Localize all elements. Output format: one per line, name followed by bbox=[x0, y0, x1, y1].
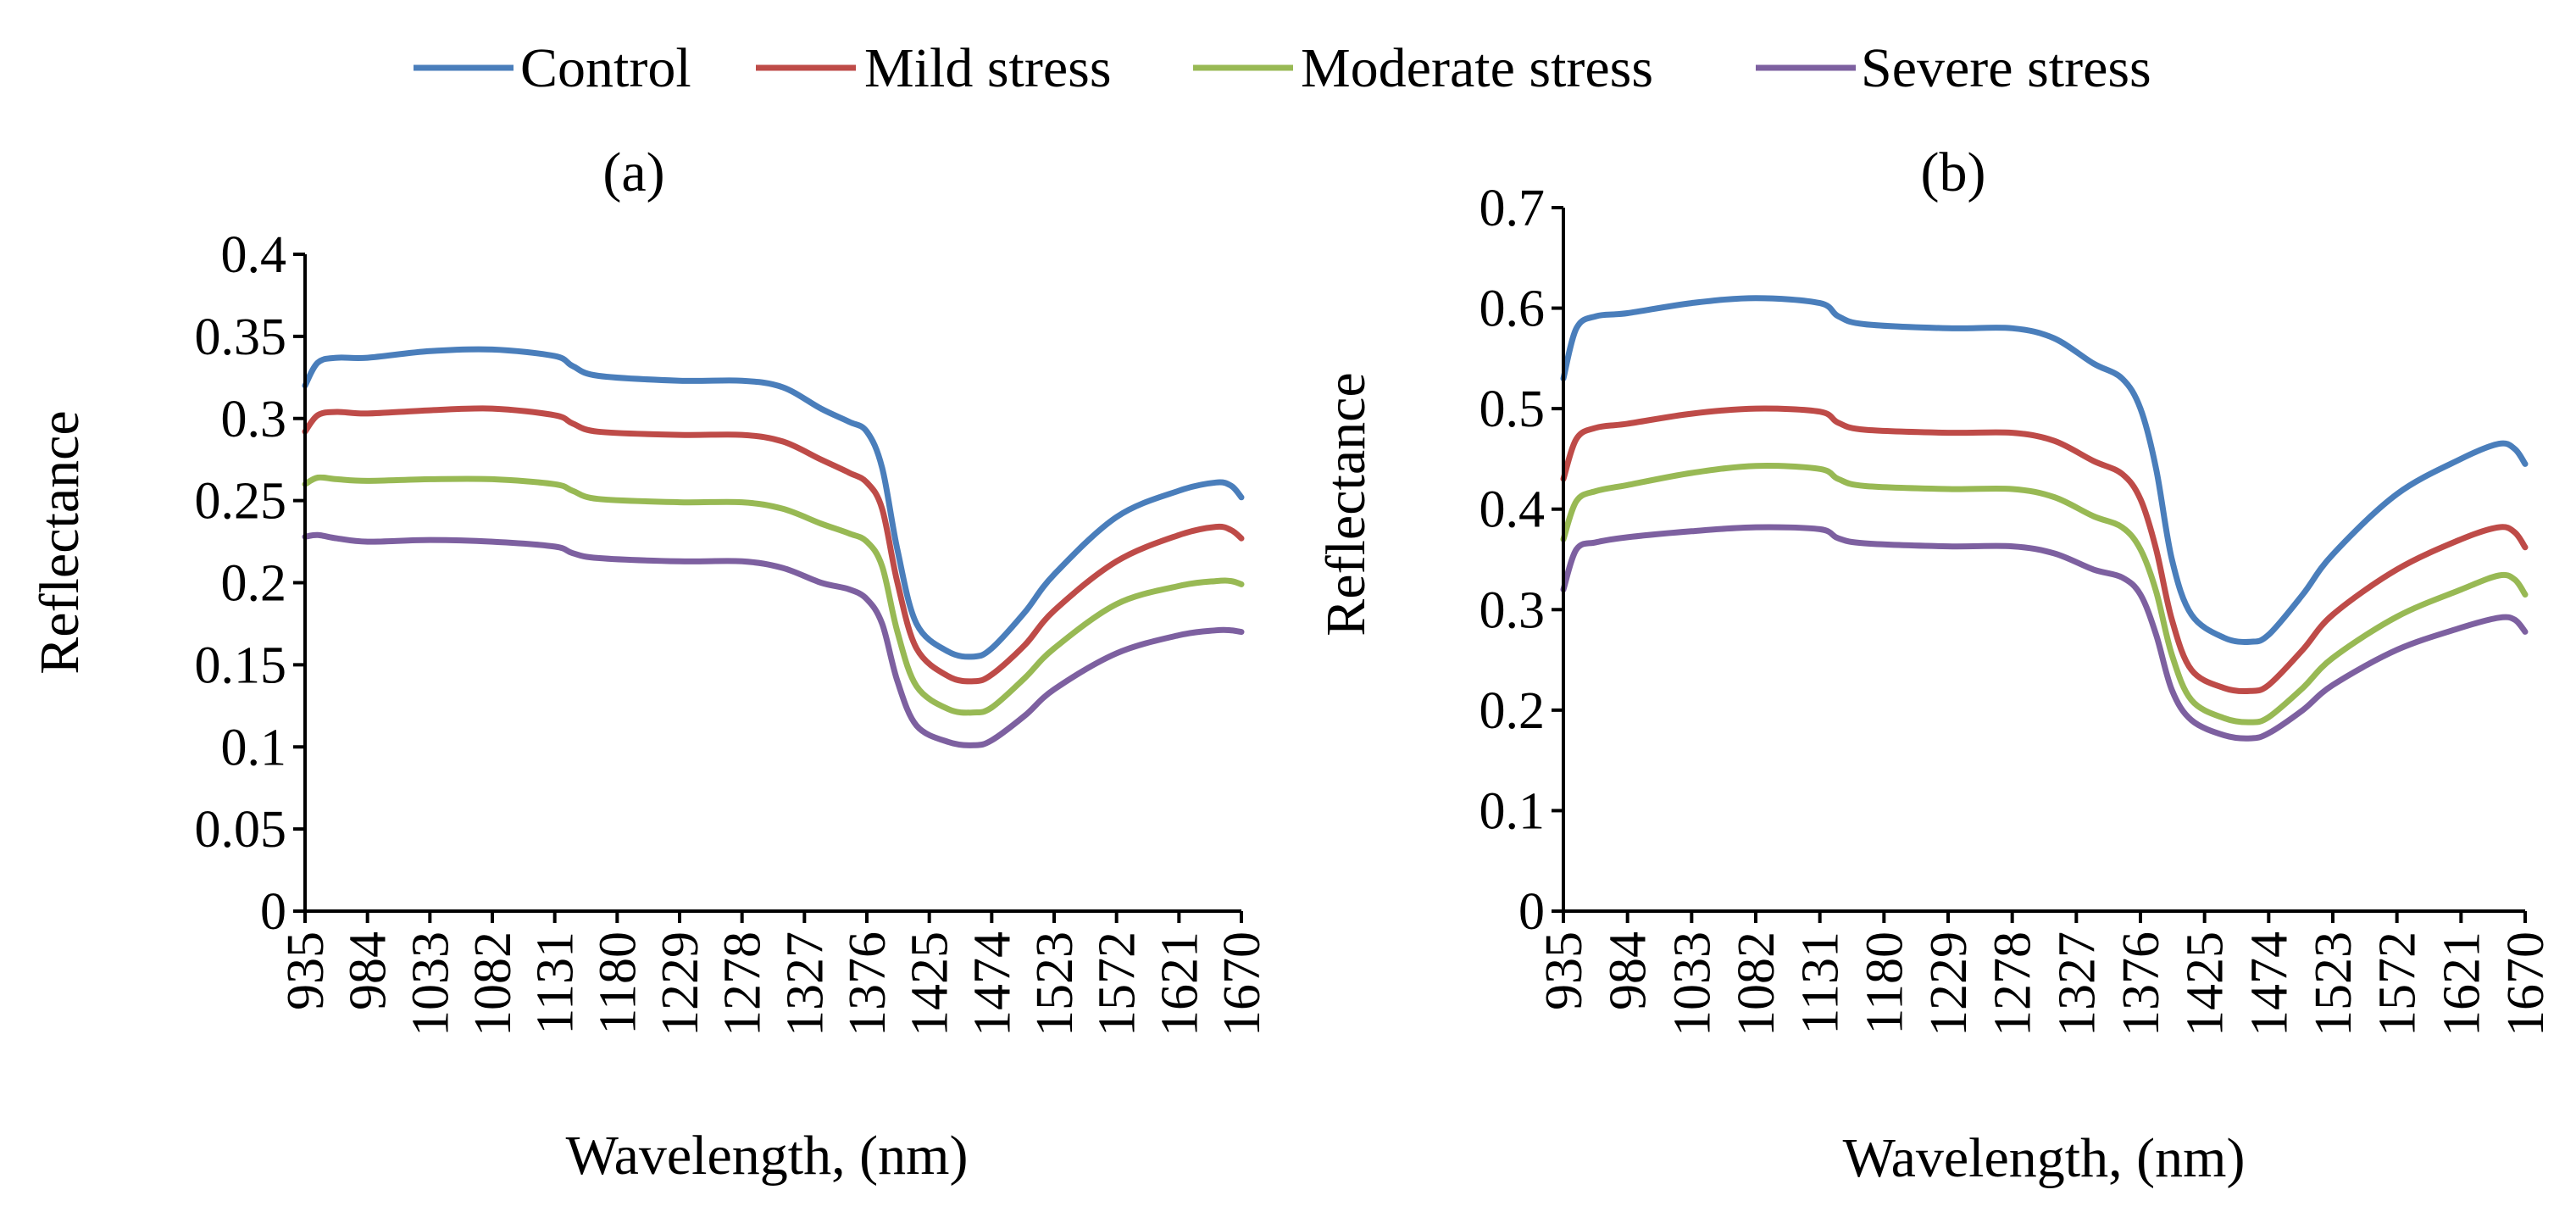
legend-label-mild: Mild stress bbox=[864, 37, 1112, 99]
x-tick-label-b: 1621 bbox=[2433, 931, 2490, 1037]
y-tick-label-b: 0 bbox=[1518, 883, 1545, 941]
x-ticks-a: 935 984 1033 1082 1131 1180 1229 1278 1327 1376 14… bbox=[277, 911, 1271, 1037]
x-tick-label-b: 935 bbox=[1535, 931, 1593, 1010]
x-tick-label-a: 1670 bbox=[1213, 931, 1271, 1037]
x-ticks-b: 935 984 1033 1082 1131 1180 1229 1278 1327 1376 14… bbox=[1535, 911, 2555, 1037]
x-tick-label-a: 1474 bbox=[963, 931, 1021, 1037]
legend-item-control: Control bbox=[414, 37, 691, 99]
y-tick-label-b: 0.5 bbox=[1480, 381, 1546, 438]
x-tick-label-b: 1082 bbox=[1728, 931, 1785, 1037]
y-tick-label-b: 0.4 bbox=[1480, 481, 1546, 539]
x-tick-label-b: 1572 bbox=[2369, 931, 2427, 1037]
legend-item-moderate: Moderate stress bbox=[1193, 37, 1653, 99]
legend-label-moderate: Moderate stress bbox=[1301, 37, 1653, 99]
panel-label-a: (a) bbox=[602, 142, 664, 203]
x-tick-label-a: 1327 bbox=[776, 931, 834, 1037]
y-tick-label-a: 0.15 bbox=[195, 637, 287, 694]
y-tick-label-a: 0.35 bbox=[195, 309, 287, 366]
x-tick-label-b: 1523 bbox=[2305, 931, 2362, 1037]
x-tick-label-a: 1131 bbox=[527, 931, 585, 1035]
x-tick-label-a: 1229 bbox=[652, 931, 709, 1037]
legend-label-severe: Severe stress bbox=[1861, 37, 2151, 99]
x-tick-label-b: 1670 bbox=[2497, 931, 2555, 1037]
x-tick-label-a: 1376 bbox=[839, 931, 897, 1037]
y-tick-label-b: 0.1 bbox=[1480, 782, 1546, 840]
x-tick-label-a: 1033 bbox=[402, 931, 459, 1037]
x-tick-label-b: 984 bbox=[1600, 931, 1657, 1010]
x-tick-label-a: 1572 bbox=[1089, 931, 1146, 1037]
x-tick-label-b: 1278 bbox=[1985, 931, 2042, 1037]
legend: Control Mild stress Moderate stress Seve… bbox=[414, 37, 2151, 99]
x-tick-label-b: 1229 bbox=[1920, 931, 1978, 1037]
series-line-moderate-stress-a bbox=[302, 474, 1245, 716]
y-tick-label-a: 0 bbox=[260, 883, 286, 941]
y-axis-title-a: Reflectance bbox=[29, 410, 91, 674]
series-line-mild-stress-a bbox=[302, 405, 1245, 685]
x-axis-title-b: Wavelength, (nm) bbox=[1843, 1127, 2246, 1189]
x-tick-label-b: 1327 bbox=[2048, 931, 2106, 1037]
x-tick-label-a: 1180 bbox=[589, 931, 647, 1035]
x-tick-label-b: 1180 bbox=[1856, 931, 1913, 1035]
chart-panel-a: (a) Reflectance Wavelength, (nm) 0 0.05 0.… bbox=[29, 142, 1271, 1187]
panel-label-b: (b) bbox=[1921, 142, 1986, 203]
series-line-control-a bbox=[302, 346, 1245, 660]
y-ticks-b: 0 0.1 0.2 0.3 0.4 0.5 0.6 0.7 bbox=[1480, 180, 1563, 941]
y-tick-label-a: 0.4 bbox=[221, 226, 287, 284]
y-tick-label-a: 0.2 bbox=[221, 555, 287, 613]
series-line-mild-stress-b bbox=[1560, 405, 2529, 695]
legend-label-control: Control bbox=[520, 37, 691, 99]
series-group-a bbox=[302, 346, 1245, 748]
y-tick-label-b: 0.3 bbox=[1480, 581, 1546, 639]
x-tick-label-b: 1376 bbox=[2112, 931, 2170, 1037]
y-axis-title-b: Reflectance bbox=[1315, 372, 1377, 636]
series-line-control-b bbox=[1560, 295, 2529, 645]
legend-item-mild: Mild stress bbox=[756, 37, 1112, 99]
y-tick-label-b: 0.2 bbox=[1480, 682, 1546, 740]
y-ticks-a: 0 0.05 0.1 0.15 0.2 0.25 0.3 0.35 0.4 bbox=[195, 226, 305, 941]
x-axis-title-a: Wavelength, (nm) bbox=[566, 1125, 969, 1187]
y-tick-label-a: 0.1 bbox=[221, 719, 287, 776]
y-tick-label-a: 0.05 bbox=[195, 801, 287, 859]
x-tick-label-b: 1425 bbox=[2177, 931, 2235, 1037]
x-tick-label-a: 935 bbox=[277, 931, 335, 1010]
series-line-moderate-stress-b bbox=[1560, 463, 2529, 726]
y-tick-label-a: 0.25 bbox=[195, 473, 287, 531]
series-line-severe-stress-a bbox=[302, 531, 1245, 748]
y-tick-label-a: 0.3 bbox=[221, 391, 287, 448]
series-group-b bbox=[1560, 295, 2529, 742]
y-tick-label-b: 0.7 bbox=[1480, 180, 1546, 237]
x-tick-label-b: 1033 bbox=[1663, 931, 1721, 1037]
x-tick-label-a: 1425 bbox=[902, 931, 959, 1037]
x-tick-label-a: 1278 bbox=[714, 931, 772, 1037]
x-tick-label-b: 1131 bbox=[1792, 931, 1850, 1035]
x-tick-label-a: 1082 bbox=[464, 931, 522, 1037]
legend-item-severe: Severe stress bbox=[1756, 37, 2151, 99]
x-tick-label-b: 1474 bbox=[2240, 931, 2298, 1037]
series-line-severe-stress-b bbox=[1560, 524, 2529, 742]
y-tick-label-b: 0.6 bbox=[1480, 281, 1546, 338]
x-tick-label-a: 1621 bbox=[1151, 931, 1208, 1037]
chart-panel-b: (b) Reflectance Wavelength, (nm) 0 0.1 0.2… bbox=[1315, 142, 2555, 1189]
x-tick-label-a: 1523 bbox=[1026, 931, 1084, 1037]
x-tick-label-a: 984 bbox=[340, 931, 397, 1010]
